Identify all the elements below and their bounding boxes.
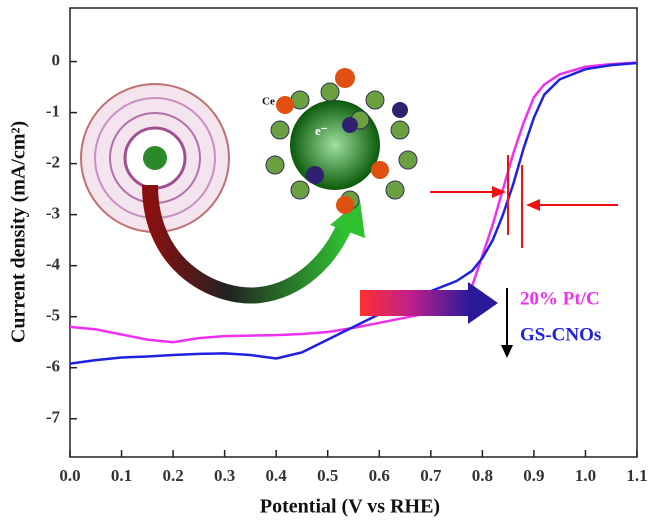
- y-tick-label: -4: [46, 255, 61, 274]
- x-tick-label: 0.3: [214, 466, 235, 485]
- y-tick-label: -5: [46, 306, 60, 325]
- x-tick-label: 0.5: [317, 466, 338, 485]
- x-axis-label: Potential (V vs RHE): [260, 496, 440, 518]
- x-tick-label: 1.0: [575, 466, 596, 485]
- y-tick-label: -1: [46, 102, 60, 121]
- inset-illustration: Ce e⁻: [80, 68, 418, 304]
- x-tick-label: 0.4: [266, 466, 288, 485]
- legend-label: GS-CNOs: [520, 324, 601, 345]
- x-tick-label: 0.0: [59, 466, 80, 485]
- annotation-arrows: [360, 155, 618, 358]
- x-tick-label: 0.6: [369, 466, 390, 485]
- inset-label: Ce: [262, 96, 275, 108]
- inset-label: e⁻: [315, 123, 328, 138]
- y-axis-label: Current density (mA/cm²): [8, 121, 30, 343]
- y-tick-label: -7: [46, 408, 61, 427]
- y-tick-label: 0: [52, 50, 61, 69]
- x-tick-label: 0.8: [472, 466, 493, 485]
- x-tick-label: 0.1: [111, 466, 132, 485]
- y-tick-label: -2: [46, 153, 60, 172]
- legend-label: 20% Pt/C: [520, 288, 600, 309]
- x-tick-label: 1.1: [626, 466, 647, 485]
- y-tick-label: -6: [46, 357, 60, 376]
- x-tick-label: 0.9: [523, 466, 544, 485]
- x-tick-label: 0.7: [420, 466, 442, 485]
- plot-frame: [69, 7, 638, 458]
- y-tick-label: -3: [46, 204, 60, 223]
- x-tick-label: 0.2: [162, 466, 183, 485]
